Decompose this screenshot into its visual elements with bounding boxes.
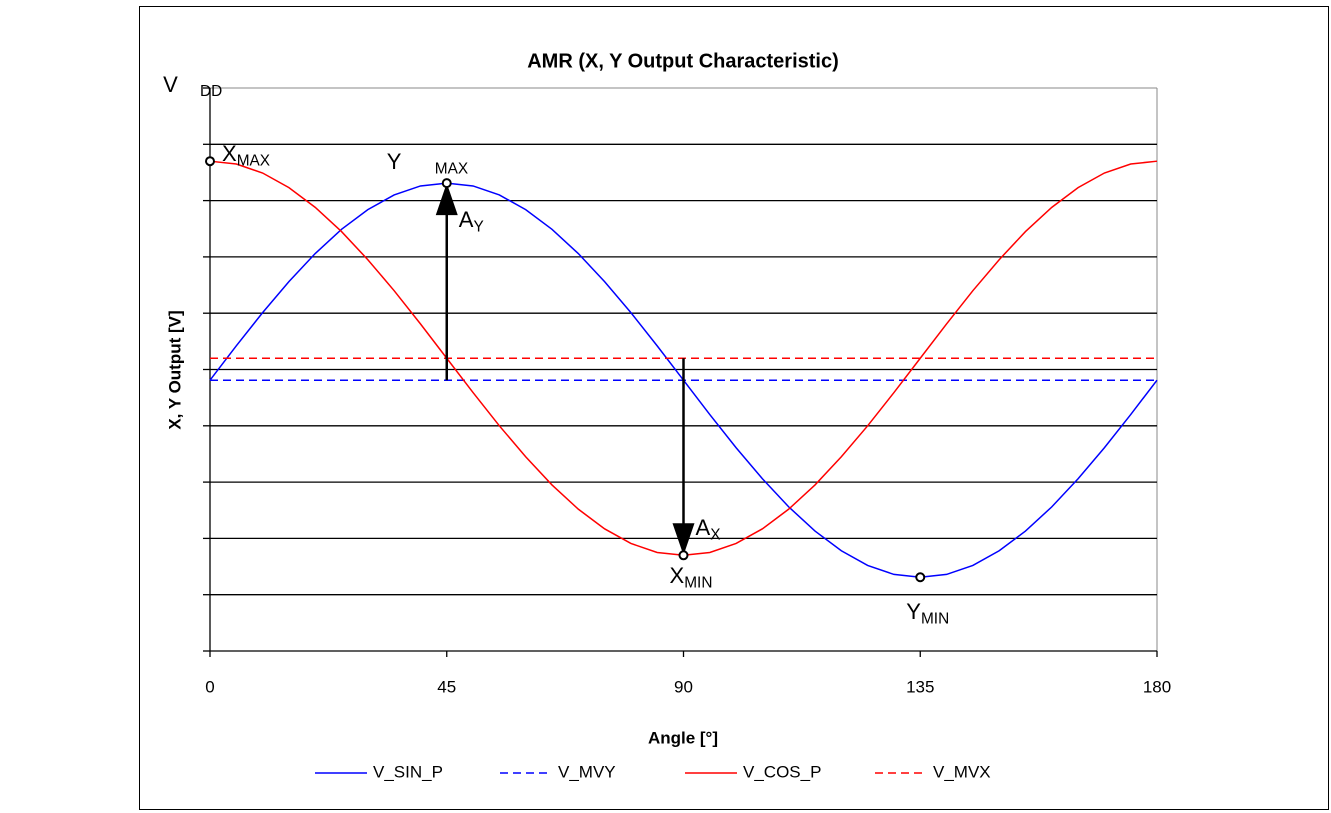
x-tick-label: 135 [906,677,934,696]
x-tick-label: 45 [437,677,456,696]
annotation-subscript: MAX [237,152,270,169]
y-axis-label: X, Y Output [V] [165,310,184,429]
annotation-label: Y [387,149,402,174]
annotation-subscript: DD [200,83,222,100]
legend-label: V_MVY [558,762,616,781]
marker-point [205,156,215,167]
x-tick-label: 180 [1143,677,1171,696]
annotation-label: A [459,207,474,232]
annotation-subscript: MIN [921,610,949,627]
annotation-label: Y [906,599,921,624]
frame [139,6,1329,810]
annotation-subscript: X [710,527,720,544]
legend-label: V_SIN_P [373,762,443,781]
annotation-label: X [222,141,237,166]
annotation-label: X [670,563,685,588]
arrow-head [672,523,695,556]
annotation-label: A [696,515,711,540]
marker-point [915,572,926,583]
arrow-head [435,183,458,216]
legend-label: V_COS_P [743,762,821,781]
x-tick-label: 90 [674,677,693,696]
x-axis-label: Angle [°] [648,728,718,747]
x-tick-label: 0 [205,677,214,696]
annotation-subscript: Y [473,218,483,235]
annotation-subscript: MAX [435,160,468,177]
legend-label: V_MVX [933,762,991,781]
annotation-subscript: MIN [684,575,712,592]
marker-point [678,550,689,561]
marker-point [441,178,452,189]
chart-title: AMR (X, Y Output Characteristic) [527,50,839,72]
annotation-label: V [163,72,178,97]
